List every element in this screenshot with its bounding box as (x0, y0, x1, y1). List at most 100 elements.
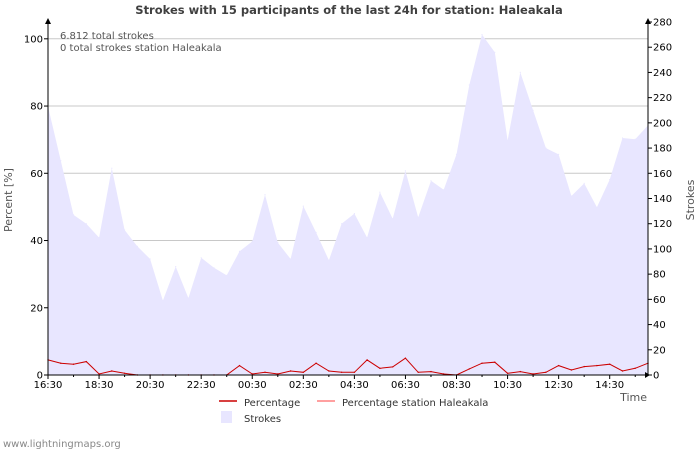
percentage-point (98, 373, 100, 375)
strokes-point (111, 167, 113, 169)
right-tick-label: 220 (653, 93, 672, 104)
strokes-point (200, 257, 202, 259)
strokes-point (353, 213, 355, 215)
percentage-point (340, 371, 343, 373)
strokes-point (277, 242, 279, 244)
strokes-point (315, 231, 317, 234)
strokes-point (213, 267, 215, 269)
footer-site: www.lightningmaps.org (3, 439, 121, 450)
percentage-point (609, 363, 611, 365)
strokes-point (468, 84, 470, 86)
strokes-point (558, 153, 560, 155)
left-tick-label: 0 (37, 371, 43, 382)
percentage-point (494, 361, 496, 363)
right-tick-label: 160 (653, 169, 672, 180)
percentage-point (404, 357, 407, 359)
right-tick-label: 260 (653, 43, 672, 54)
percentage-point (392, 366, 394, 368)
left-axis-arrow (45, 18, 51, 24)
percentage-point (123, 372, 126, 374)
x-tick-label: 02:30 (289, 380, 318, 391)
percentage-point (85, 360, 88, 363)
strokes-point (621, 137, 624, 139)
strokes-point (545, 147, 547, 149)
left-tick-label: 20 (30, 303, 43, 314)
strokes-point (238, 250, 241, 252)
strokes-point (302, 205, 304, 207)
strokes-point (149, 258, 151, 260)
strokes-point (455, 153, 458, 155)
x-tick-label: 10:30 (493, 380, 522, 391)
strokes-point (392, 218, 394, 220)
strokes-point (341, 223, 343, 225)
strokes-point (175, 266, 177, 268)
strokes-point (430, 180, 432, 182)
strokes-point (519, 71, 521, 73)
left-tick-label: 80 (30, 102, 43, 113)
right-tick-label: 20 (653, 345, 666, 356)
x-tick-label: 00:30 (238, 380, 267, 391)
right-tick-label: 0 (653, 371, 659, 382)
percentage-point (570, 369, 573, 371)
percentage-point (443, 373, 445, 375)
right-tick-label: 100 (653, 244, 672, 255)
strokes-area (48, 34, 648, 375)
strokes-point (532, 109, 534, 111)
left-tick-label: 60 (30, 169, 43, 180)
left-axis-label: Percent [%] (2, 168, 15, 232)
right-tick-label: 60 (653, 295, 666, 306)
percentage-point (328, 370, 330, 372)
percentage-point (481, 362, 483, 364)
strokes-point (85, 223, 87, 225)
info-total-strokes: 6.812 total strokes (60, 31, 154, 42)
percentage-point (596, 364, 598, 367)
right-tick-label: 280 (653, 18, 672, 29)
chart-title: Strokes with 15 participants of the last… (135, 3, 562, 17)
percentage-point (60, 362, 62, 364)
percentage-point (557, 364, 560, 367)
strokes-point (328, 259, 330, 261)
strokes-point (494, 51, 496, 53)
strokes-point (136, 245, 138, 247)
x-axis-arrow (645, 372, 650, 378)
x-tick-label: 04:30 (340, 380, 369, 391)
right-tick-label: 120 (653, 219, 672, 230)
right-tick-label: 140 (653, 194, 672, 205)
strokes-point (251, 240, 253, 242)
legend-label-strokes: Strokes (244, 414, 281, 425)
strokes-point (187, 297, 189, 299)
strokes-point (596, 206, 598, 208)
percentage-point (238, 364, 241, 367)
percentage-point (277, 373, 279, 375)
right-tick-label: 80 (653, 270, 666, 281)
percentage-point (72, 363, 75, 365)
legend-label-percentage-station: Percentage station Haleakala (342, 398, 488, 409)
strokes-point (481, 34, 483, 36)
percentage-point (583, 365, 585, 368)
strokes-point (98, 237, 100, 239)
strokes-point (379, 191, 381, 193)
left-tick-label: 40 (30, 236, 43, 247)
percentage-point (519, 370, 521, 373)
right-tick-label: 40 (653, 320, 666, 331)
strokes-point (404, 170, 406, 172)
info-station-strokes: 0 total strokes station Haleakala (60, 43, 222, 54)
percentage-point (315, 362, 317, 364)
strokes-point (60, 160, 62, 162)
x-tick-label: 20:30 (136, 380, 165, 391)
percentage-point (264, 371, 266, 373)
strokes-point (366, 237, 368, 239)
strokes-point (417, 216, 419, 218)
strokes-point (226, 274, 228, 276)
percentage-point (532, 373, 534, 375)
percentage-point (379, 367, 381, 369)
percentage-point (417, 371, 419, 373)
strokes-point (443, 189, 445, 191)
right-axis-arrow (645, 18, 651, 24)
legend-swatch-strokes (221, 411, 232, 423)
percentage-point (430, 370, 432, 373)
right-tick-label: 240 (653, 68, 672, 79)
right-axis-ticks: 0 20 40 60 80 100 120 140 160 180 200 220 240 260 280 (648, 18, 672, 382)
x-tick-label: 12:30 (544, 380, 573, 391)
